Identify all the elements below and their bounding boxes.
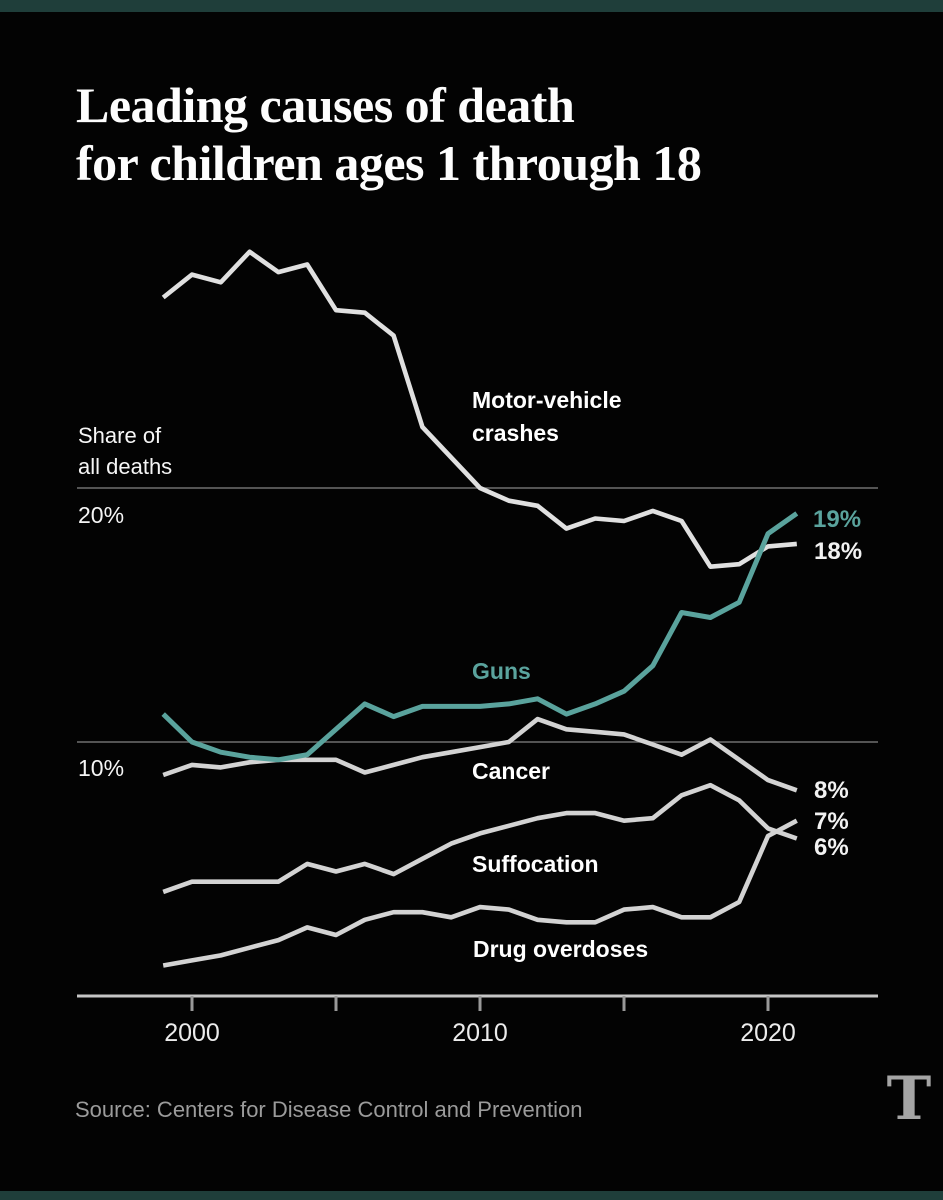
gridline-label-10: 10% [78,755,125,781]
y-axis-unit-line2: all deaths [78,454,173,479]
nyt-logo: T [886,1064,932,1134]
series-line-guns [161,511,799,763]
end-value-guns: 19% [813,506,862,533]
x-tick-label-2020: 2020 [740,1019,796,1047]
chart-title-line2: for children ages 1 through 18 [76,135,702,191]
series-label-motor-vehicle: Motor-vehicle crashes [472,384,622,450]
top-accent-bar [0,0,943,12]
series-label-motor-vehicle-line1: Motor-vehicle [472,387,622,413]
series-line-suffocation [162,782,798,895]
chart-title-line1: Leading causes of death [76,77,575,133]
end-value-cancer: 8% [814,777,849,804]
end-value-suffocation: 6% [814,834,849,861]
series-label-cancer: Cancer [472,758,550,784]
y-axis-unit-label: Share of all deaths [78,420,172,482]
end-value-motor-vehicle: 18% [814,538,863,565]
y-axis-unit-line1: Share of [78,423,162,448]
chart-title: Leading causes of death for children ages… [76,76,896,192]
series-line-drug-overdoses [162,818,798,968]
gridline-label-20: 20% [78,502,125,528]
series-label-drug-overdoses: Drug overdoses [473,936,649,962]
series-label-suffocation: Suffocation [472,851,599,877]
series-line-motor-vehicle-crashes [161,249,797,570]
end-value-drug-overdoses: 7% [814,808,849,835]
x-tick-label-2000: 2000 [164,1019,220,1047]
series-label-motor-vehicle-line2: crashes [472,420,559,446]
bottom-accent-bar [0,1191,943,1200]
x-tick-label-2010: 2010 [452,1019,508,1047]
series-label-guns: Guns [472,658,531,684]
source-note: Source: Centers for Disease Control and … [75,1097,583,1122]
